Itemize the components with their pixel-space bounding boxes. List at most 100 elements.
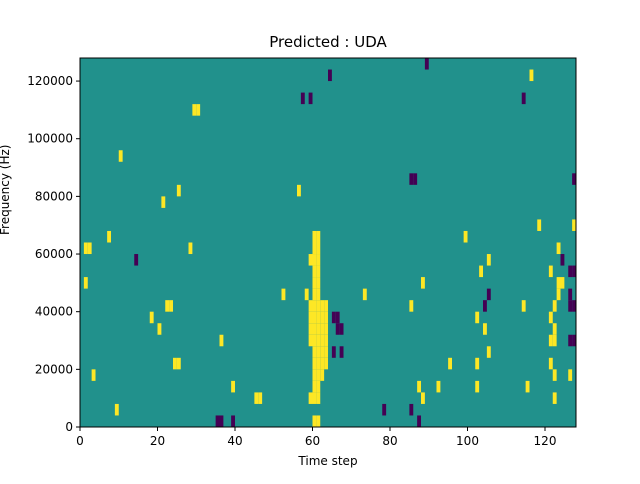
y-tick-label: 20000 <box>35 362 73 376</box>
heatmap-cell-high <box>312 392 317 404</box>
heatmap-cell-high <box>312 288 317 301</box>
heatmap-cell-low <box>568 288 573 301</box>
heatmap-cell-high <box>118 150 123 162</box>
heatmap-cell-high <box>316 288 321 301</box>
heatmap-cell-low <box>219 415 224 427</box>
heatmap-cell-high <box>552 323 557 335</box>
heatmap-cell-high <box>91 369 96 381</box>
heatmap-cell-high <box>114 403 119 416</box>
heatmap-cell-high <box>308 311 313 324</box>
heatmap-cell-low <box>134 254 139 266</box>
heatmap-cell-high <box>572 219 577 231</box>
heatmap-cell-high <box>486 254 491 266</box>
heatmap-cell-high <box>308 392 313 404</box>
heatmap-cell-high <box>281 288 286 301</box>
heatmap-cell-high <box>548 357 553 370</box>
heatmap-cell-high <box>231 380 236 393</box>
heatmap-cell-high <box>316 323 321 335</box>
heatmap-cell-high <box>324 300 329 312</box>
heatmap-cell-high <box>308 300 313 312</box>
x-tick-label: 40 <box>227 434 242 448</box>
heatmap-cell-high <box>83 277 88 289</box>
heatmap-cell-high <box>548 311 553 324</box>
axes: 0 20 40 60 80 100 120 0 20000 40000 60000 80000 1000… <box>27 57 577 448</box>
y-tick-label: 100000 <box>27 132 73 146</box>
heatmap-cell-high <box>320 357 325 370</box>
heatmap-cell-low <box>215 415 220 427</box>
heatmap-cell-high <box>483 323 487 335</box>
heatmap-cell-high <box>316 415 321 427</box>
heatmap-cell-high <box>308 323 313 335</box>
heatmap-cell-high <box>320 311 325 324</box>
heatmap-cell-high <box>312 357 317 370</box>
heatmap-cell-high <box>188 242 193 255</box>
heatmap-cell-high <box>448 357 453 370</box>
heatmap-cell-high <box>479 265 484 278</box>
y-tick-label: 60000 <box>35 247 73 261</box>
heatmap-cell-low <box>572 300 577 312</box>
heatmap-cell-high <box>320 369 325 381</box>
heatmap-cell-high <box>312 300 317 312</box>
heatmap-cell-high <box>552 334 557 347</box>
heatmap-cell-high <box>173 357 177 370</box>
heatmap-cell-low <box>424 58 429 70</box>
heatmap-cell-high <box>537 219 542 231</box>
heatmap-cell-low <box>413 173 418 185</box>
heatmap-cell-low <box>335 323 340 335</box>
heatmap-cell-high <box>165 300 170 312</box>
heatmap-cell-high <box>308 334 313 347</box>
heatmap-cell-high <box>316 369 321 381</box>
heatmap-cell-high <box>320 334 325 347</box>
heatmap-cell-high <box>560 277 565 289</box>
heatmap-cell-high <box>312 265 317 278</box>
heatmap-cell-high <box>316 265 321 278</box>
heatmap-cell-high <box>421 277 425 289</box>
heatmap-cell-high <box>548 265 553 278</box>
heatmap-cell-low <box>560 254 565 266</box>
heatmap-cell-high <box>196 104 201 116</box>
heatmap-cell-low <box>231 415 236 427</box>
heatmap-cell-high <box>308 254 313 266</box>
x-tick-label: 100 <box>456 434 479 448</box>
heatmap-cell-high <box>316 300 321 312</box>
heatmap-cell-low <box>521 92 526 105</box>
plot-frame <box>79 57 577 428</box>
heatmap-cell-high <box>176 357 181 370</box>
y-axis-label: Frequency (Hz) <box>0 144 12 236</box>
heatmap-cell-high <box>157 323 162 335</box>
heatmap-cell-low <box>308 92 313 105</box>
heatmap-cell-high <box>316 392 321 404</box>
heatmap-cell-high <box>362 288 367 301</box>
heatmap-background <box>80 58 576 427</box>
y-tick-label: 120000 <box>27 74 73 88</box>
heatmap-cell-low <box>572 265 577 278</box>
heatmap-cell-high <box>409 300 414 312</box>
heatmap-cell-low <box>486 288 491 301</box>
heatmap-cell-high <box>312 254 317 266</box>
x-tick-label: 20 <box>150 434 165 448</box>
x-tick-label: 120 <box>534 434 557 448</box>
heatmap-cell-low <box>409 403 414 416</box>
x-axis-label: Time step <box>298 454 358 468</box>
heatmap-cell-high <box>176 184 181 197</box>
heatmap-cell-high <box>320 346 325 358</box>
heatmap-cell-high <box>316 277 321 289</box>
plot-area <box>80 58 577 427</box>
heatmap-cell-high <box>324 357 329 370</box>
heatmap-cell-high <box>316 346 321 358</box>
heatmap-cell-high <box>312 369 317 381</box>
heatmap-cell-high <box>316 242 321 255</box>
heatmap-cell-low <box>568 265 573 278</box>
heatmap-cell-high <box>219 334 224 347</box>
heatmap-cell-high <box>312 242 317 255</box>
heatmap-cell-high <box>312 323 317 335</box>
heatmap-cell-high <box>83 242 88 255</box>
heatmap-cell-high <box>149 311 154 324</box>
x-tick-label: 0 <box>76 434 84 448</box>
heatmap-cell-high <box>548 334 553 347</box>
heatmap-cell-high <box>324 346 329 358</box>
heatmap-cell-low <box>331 346 336 358</box>
heatmap-cell-low <box>339 323 344 335</box>
heatmap-cell-high <box>475 357 480 370</box>
